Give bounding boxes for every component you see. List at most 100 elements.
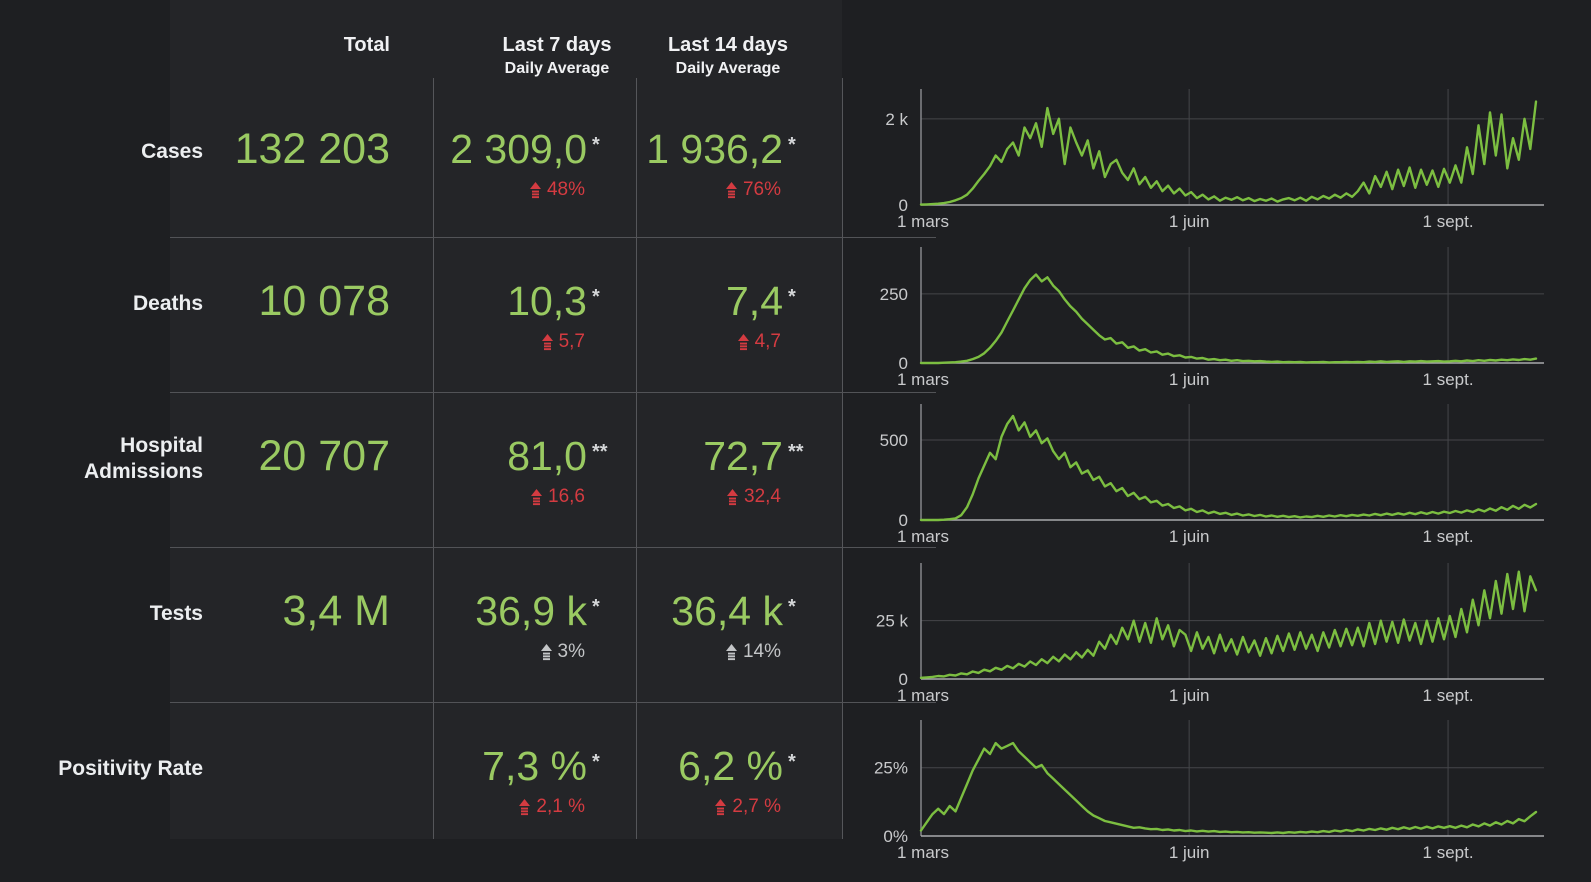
tests-last14-value: 36,4 k — [671, 588, 783, 634]
change-value: 2,7 % — [732, 796, 781, 817]
arrow-up-icon — [540, 643, 552, 661]
change-value: 3% — [557, 641, 585, 662]
svg-text:1 mars: 1 mars — [897, 686, 949, 705]
svg-text:0: 0 — [899, 196, 908, 215]
column-divider — [842, 78, 843, 839]
hospital-last7-cell: 81,0** 16,6 — [437, 428, 607, 508]
deaths-last7-cell: 10,3* 5,7 — [437, 273, 600, 353]
hospital-last7-change: 16,6 — [437, 486, 587, 508]
cases-last7-cell: 2 309,0* 48% — [437, 121, 600, 201]
svg-text:1 juin: 1 juin — [1169, 370, 1210, 389]
hospital-total-value: 20 707 — [258, 432, 390, 480]
tests-total-value: 3,4 M — [282, 587, 390, 635]
arrow-up-icon — [725, 181, 737, 199]
svg-text:250: 250 — [880, 285, 908, 304]
change-value: 14% — [742, 641, 781, 662]
svg-text:1 sept.: 1 sept. — [1423, 370, 1474, 389]
tests-last14-cell: 36,4 k* 14% — [633, 583, 796, 663]
tests-last14-change: 14% — [633, 641, 783, 663]
deaths-last14-cell: 7,4* 4,7 — [633, 273, 796, 353]
svg-text:1 sept.: 1 sept. — [1423, 212, 1474, 231]
cases-last14-change: 76% — [633, 179, 783, 201]
positivity-sparkline: 1 mars 1 juin 1 sept. 25% 0% — [855, 714, 1555, 869]
row-divider — [170, 237, 936, 238]
arrow-up-icon — [715, 798, 727, 816]
svg-text:0: 0 — [899, 670, 908, 689]
svg-text:25 k: 25 k — [876, 612, 909, 631]
arrow-up-icon — [529, 181, 541, 199]
change-value: 16,6 — [548, 486, 585, 507]
row-label-deaths: Deaths — [132, 292, 203, 315]
svg-text:1 juin: 1 juin — [1169, 212, 1210, 231]
svg-text:500: 500 — [880, 431, 908, 450]
header-last14-sublabel: Daily Average — [675, 60, 781, 77]
svg-text:0%: 0% — [883, 827, 908, 846]
cases-total-value: 132 203 — [234, 125, 390, 173]
row-divider — [170, 392, 936, 393]
svg-text:1 sept.: 1 sept. — [1423, 843, 1474, 862]
svg-text:1 mars: 1 mars — [897, 370, 949, 389]
positivity-last7-change: 2,1 % — [437, 796, 587, 818]
change-value: 4,7 — [754, 331, 781, 352]
arrow-up-icon — [531, 488, 543, 506]
positivity-last7-cell: 7,3 %* 2,1 % — [437, 738, 600, 818]
svg-text:1 sept.: 1 sept. — [1423, 686, 1474, 705]
arrow-up-icon — [519, 798, 531, 816]
arrow-up-icon — [737, 333, 749, 351]
change-value: 32,4 — [744, 486, 781, 507]
positivity-last14-cell: 6,2 %* 2,7 % — [633, 738, 796, 818]
tests-last7-cell: 36,9 k* 3% — [437, 583, 600, 663]
tests-sparkline: 1 mars 1 juin 1 sept. 25 k 0 — [855, 557, 1555, 712]
row-label-cases: Cases — [141, 140, 203, 163]
tests-last7-value: 36,9 k — [475, 588, 587, 634]
svg-text:0: 0 — [899, 354, 908, 373]
svg-text:1 juin: 1 juin — [1169, 527, 1210, 546]
row-divider — [170, 702, 936, 703]
table-panel-background — [170, 0, 842, 839]
row-label-positivity-rate: Positivity Rate — [58, 757, 203, 780]
hospital-last14-cell: 72,7** 32,4 — [633, 428, 803, 508]
row-label-hospital-admissions: Hospital Admissions — [83, 434, 203, 483]
header-last14-label: Last 14 days — [667, 34, 789, 56]
cases-last14-value: 1 936,2 — [646, 126, 783, 172]
hospital-last14-change: 32,4 — [633, 486, 783, 508]
deaths-last7-change: 5,7 — [437, 331, 587, 353]
change-value: 48% — [546, 179, 585, 200]
svg-text:1 mars: 1 mars — [897, 212, 949, 231]
column-divider — [433, 78, 434, 839]
svg-text:25%: 25% — [874, 759, 908, 778]
cases-sparkline: 1 mars 1 juin 1 sept. 2 k 0 — [855, 83, 1555, 238]
change-value: 2,1 % — [536, 796, 585, 817]
header-last14: Last 14 days Daily Average — [628, 33, 828, 79]
change-value: 76% — [742, 179, 781, 200]
deaths-last14-change: 4,7 — [633, 331, 783, 353]
svg-text:0: 0 — [899, 511, 908, 530]
deaths-last7-value: 10,3 — [507, 278, 587, 324]
deaths-total-value: 10 078 — [258, 277, 390, 325]
cases-last7-value: 2 309,0 — [450, 126, 587, 172]
svg-text:2 k: 2 k — [885, 110, 908, 129]
row-label-tests: Tests — [149, 602, 203, 625]
header-last7-label: Last 7 days — [502, 34, 612, 56]
header-total-label: Total — [343, 34, 390, 56]
deaths-sparkline: 1 mars 1 juin 1 sept. 250 0 — [855, 241, 1555, 396]
positivity-last14-change: 2,7 % — [633, 796, 783, 818]
cases-last14-cell: 1 936,2* 76% — [633, 121, 796, 201]
row-divider — [170, 547, 936, 548]
positivity-last14-value: 6,2 % — [678, 743, 783, 789]
svg-text:1 sept.: 1 sept. — [1423, 527, 1474, 546]
arrow-up-icon — [541, 333, 553, 351]
change-value: 5,7 — [558, 331, 585, 352]
deaths-last14-value: 7,4 — [726, 278, 783, 324]
hospital-last14-value: 72,7 — [703, 433, 783, 479]
svg-text:1 juin: 1 juin — [1169, 686, 1210, 705]
cases-last7-change: 48% — [437, 179, 587, 201]
arrow-up-icon — [725, 643, 737, 661]
column-divider — [636, 78, 637, 839]
svg-text:1 mars: 1 mars — [897, 843, 949, 862]
svg-text:1 juin: 1 juin — [1169, 843, 1210, 862]
header-total: Total — [190, 33, 390, 57]
positivity-last7-value: 7,3 % — [482, 743, 587, 789]
header-last7-sublabel: Daily Average — [504, 60, 610, 77]
